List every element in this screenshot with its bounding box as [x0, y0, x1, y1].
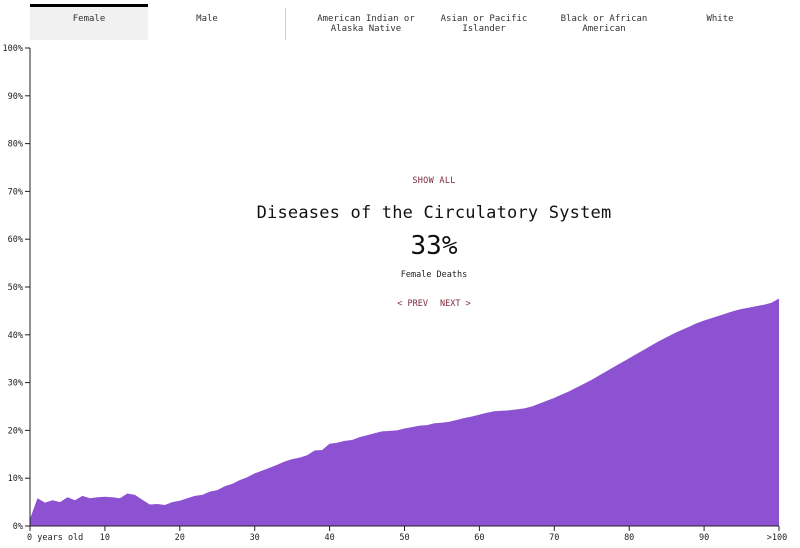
y-tick-label: 10%: [8, 474, 23, 484]
y-tick-label: 0%: [13, 522, 23, 532]
y-tick-label: 50%: [8, 283, 23, 293]
x-tick-label: 10: [100, 533, 110, 543]
tab-male[interactable]: Male: [196, 14, 218, 24]
x-tick-label: 20: [175, 533, 185, 543]
y-tick-label: 60%: [8, 235, 23, 245]
y-tick-label: 90%: [8, 92, 23, 102]
x-tick-label: 50: [399, 533, 409, 543]
x-tick-label: 70: [549, 533, 559, 543]
tab-black-african-american[interactable]: Black or African American: [560, 14, 648, 34]
x-tick-label: 90: [699, 533, 709, 543]
x-tick-label: 30: [250, 533, 260, 543]
x-tick-label: 80: [624, 533, 634, 543]
deaths-subtitle: Female Deaths: [400, 270, 468, 280]
y-tick-label: 30%: [8, 379, 23, 389]
show-all-link[interactable]: SHOW ALL: [412, 176, 456, 186]
cause-title: Diseases of the Circulatory System: [256, 203, 612, 223]
death-percentage: 33%: [410, 231, 458, 261]
y-tick-label: 40%: [8, 331, 23, 341]
prev-button[interactable]: < PREV: [397, 299, 428, 309]
prev-next-nav: < PREV NEXT >: [234, 299, 634, 309]
y-tick-label: 80%: [8, 140, 23, 150]
x-tick-label: 40: [324, 533, 334, 543]
x-tick-label: 60: [474, 533, 484, 543]
y-tick-label: 100%: [3, 44, 23, 54]
tab-female[interactable]: Female: [30, 4, 148, 40]
next-button[interactable]: NEXT >: [440, 299, 471, 309]
y-tick-label: 70%: [8, 187, 23, 197]
category-tabbar: Female Male American Indian or Alaska Na…: [0, 0, 800, 44]
y-tick-label: 20%: [8, 426, 23, 436]
tab-white[interactable]: White: [706, 14, 734, 24]
female-deaths-area: [30, 298, 779, 526]
tab-divider: [285, 8, 286, 40]
tab-american-indian-alaska-native[interactable]: American Indian or Alaska Native: [317, 14, 415, 34]
tab-asian-pacific-islander[interactable]: Asian or Pacific Islander: [440, 14, 528, 34]
x-tick-label: >100: [767, 533, 787, 543]
x-tick-label: 0 years old: [27, 533, 83, 543]
